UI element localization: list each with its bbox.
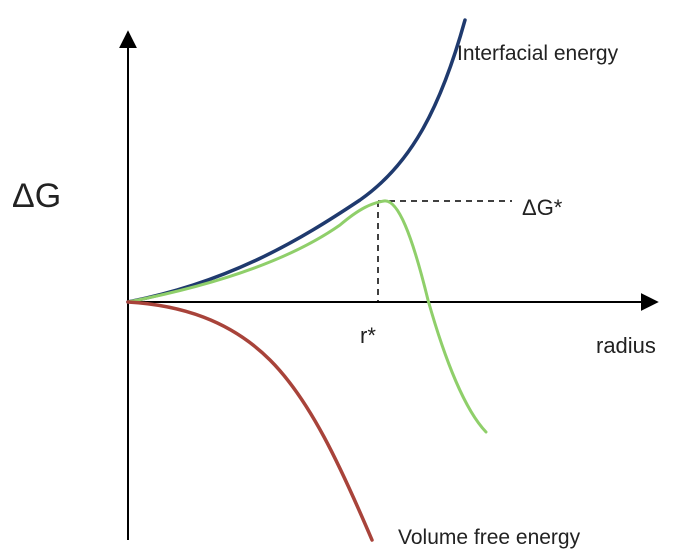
critical-radius-label: r* bbox=[360, 323, 376, 348]
x-axis-label: radius bbox=[596, 333, 656, 358]
total-free-energy-curve bbox=[126, 199, 488, 434]
volume-free-energy-curve bbox=[126, 300, 374, 542]
y-axis-label: ΔG bbox=[12, 177, 61, 215]
interfacial-energy-label: Interfacial energy bbox=[457, 42, 619, 65]
interfacial-energy-curve bbox=[126, 18, 467, 304]
critical-energy-label: ΔG* bbox=[522, 195, 563, 220]
volume-free-energy-label: Volume free energy bbox=[398, 526, 581, 549]
